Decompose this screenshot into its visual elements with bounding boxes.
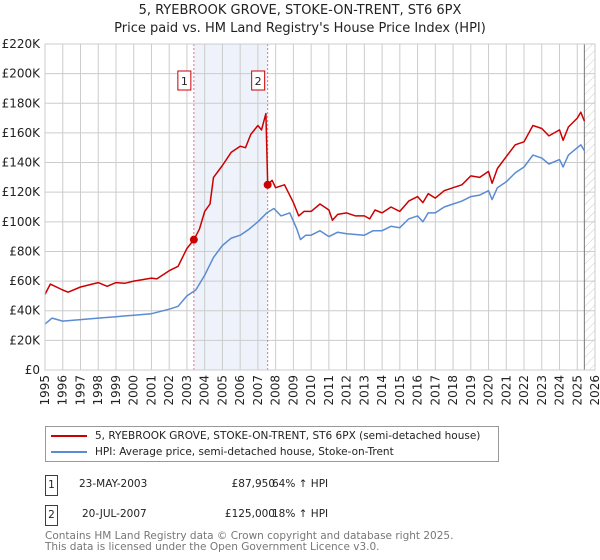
transaction-price: £125,000 — [224, 508, 275, 520]
legend-label-hpi: HPI: Average price, semi-detached house,… — [95, 446, 394, 458]
x-tick-label: 1998 — [91, 375, 105, 406]
sale-label-box — [251, 70, 266, 91]
legend-item-property: 5, RYEBROOK GROVE, STOKE-ON-TRENT, ST6 6… — [51, 428, 480, 444]
legend-item-hpi: HPI: Average price, semi-detached house,… — [51, 444, 394, 460]
x-tick-label: 2020 — [482, 375, 496, 406]
transaction-date: 20-JUL-2007 — [82, 508, 147, 520]
x-tick-label: 1999 — [109, 375, 123, 406]
x-tick-label: 2009 — [286, 375, 300, 406]
y-tick-label: £60K — [9, 274, 41, 288]
transaction-hpi: 18% ↑ HPI — [272, 508, 329, 520]
x-tick-label: 2023 — [535, 375, 549, 406]
x-tick-label: 2024 — [553, 375, 567, 406]
transaction-marker: 2 — [45, 505, 58, 526]
y-tick-label: £200K — [2, 67, 42, 81]
footer-licence: This data is licensed under the Open Gov… — [45, 541, 380, 553]
transaction-marker: 1 — [45, 475, 58, 496]
x-tick-label: 2018 — [446, 375, 460, 406]
forecast-hatch — [584, 44, 595, 370]
x-tick-label: 2004 — [198, 375, 212, 406]
y-tick-label: £20K — [9, 333, 41, 347]
y-tick-label: £100K — [2, 215, 42, 229]
chart-subtitle: Price paid vs. HM Land Registry's House … — [114, 21, 486, 36]
x-tick-label: 2001 — [144, 375, 158, 406]
x-tick-label: 2012 — [340, 375, 354, 406]
chart-title: 5, RYEBROOK GROVE, STOKE-ON-TRENT, ST6 6… — [138, 3, 462, 18]
sale-label-box — [177, 70, 192, 91]
y-tick-label: £120K — [2, 185, 42, 199]
x-tick-label: 2008 — [269, 375, 283, 406]
x-tick-label: 2000 — [127, 375, 141, 406]
hpi-series-line — [44, 144, 586, 325]
x-tick-label: 2007 — [251, 375, 265, 406]
y-tick-label: £0 — [25, 363, 40, 377]
y-tick-label: £80K — [9, 244, 41, 258]
y-tick-label: £160K — [2, 126, 42, 140]
x-tick-label: 2005 — [215, 375, 229, 406]
legend-label-property: 5, RYEBROOK GROVE, STOKE-ON-TRENT, ST6 6… — [95, 430, 481, 442]
y-tick-label: £140K — [2, 156, 42, 170]
x-tick-label: 2026 — [588, 375, 600, 406]
transaction-price: £87,950 — [231, 478, 275, 490]
x-tick-label: 1996 — [56, 375, 70, 406]
legend: 5, RYEBROOK GROVE, STOKE-ON-TRENT, ST6 6… — [45, 426, 499, 462]
x-tick-label: 2006 — [233, 375, 247, 406]
sale-label: 2 — [255, 75, 262, 88]
x-tick-label: 2013 — [357, 375, 371, 406]
sale-point — [263, 180, 272, 189]
property-series-line — [44, 111, 586, 295]
x-tick-label: 1997 — [73, 375, 87, 406]
legend-swatch-blue — [51, 451, 87, 453]
x-tick-label: 2015 — [393, 375, 407, 406]
x-tick-label: 2025 — [570, 375, 584, 406]
x-tick-label: 2016 — [411, 375, 425, 406]
x-tick-label: 2002 — [162, 375, 176, 406]
transaction-hpi: 64% ↑ HPI — [272, 478, 329, 490]
x-tick-label: 2010 — [304, 375, 318, 406]
legend-swatch-red — [51, 435, 87, 437]
x-tick-label: 2003 — [180, 375, 194, 406]
plot-border — [44, 43, 596, 371]
footer-copyright: Contains HM Land Registry data © Crown c… — [45, 530, 454, 542]
x-tick-label: 2021 — [499, 375, 513, 406]
x-tick-label: 2011 — [322, 375, 336, 406]
x-tick-label: 1995 — [38, 375, 52, 406]
y-tick-label: £180K — [2, 96, 42, 110]
y-tick-label: £220K — [2, 37, 42, 51]
x-tick-label: 2014 — [375, 375, 389, 406]
x-tick-label: 2019 — [464, 375, 478, 406]
x-tick-label: 2022 — [517, 375, 531, 406]
x-tick-label: 2017 — [428, 375, 442, 406]
y-tick-label: £40K — [9, 304, 41, 318]
sale-label: 1 — [181, 75, 188, 88]
price-chart: £0 £20K £40K £60K £80K £100K £120K £140K £160K £1… — [2, 37, 600, 406]
transaction-date: 23-MAY-2003 — [79, 478, 148, 490]
sale-period-shading — [193, 44, 268, 370]
sale-point — [189, 235, 198, 244]
